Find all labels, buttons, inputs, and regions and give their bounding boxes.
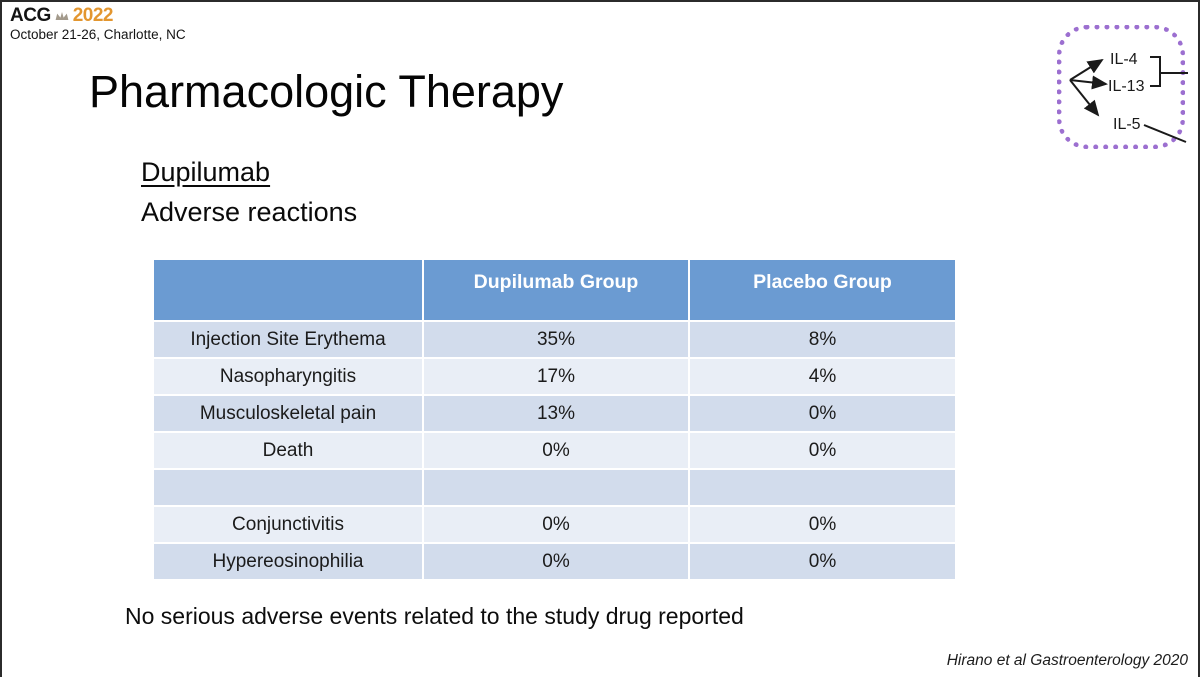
row-label: Injection Site Erythema [190,328,386,350]
table-row-empty [154,470,955,505]
adverse-reactions-table: Dupilumab Group Placebo Group Injection … [154,260,955,579]
row-label: Musculoskeletal pain [199,402,377,424]
placebo-value: 8% [688,322,955,357]
row-label: Death [262,439,314,461]
adverse-reactions-subheading: Adverse reactions [141,197,358,227]
placebo-value: 0% [688,396,955,431]
row-label: Conjunctivitis [232,513,344,535]
table-row: Injection Site Erythema 35% 8% [154,322,955,357]
placebo-value: 0% [688,507,955,542]
page-title: Pharmacologic Therapy [89,66,564,117]
placebo-value: 4% [688,359,955,394]
acg-logo: ACG 2022 October 21-26, Charlotte, NC [10,5,186,43]
column-header-placebo: Placebo Group [688,260,955,320]
table-row: Nasopharyngitis 17% 4% [154,359,955,394]
pathway-arrows [1069,56,1188,143]
row-label [154,470,422,505]
acg-logo-subtitle: October 21-26, Charlotte, NC [10,26,186,42]
placebo-value: 0% [688,544,955,579]
acg-logo-year: 2022 [72,5,114,26]
dupilumab-value: 0% [422,544,688,579]
citation: Hirano et al Gastroenterology 2020 [946,652,1188,669]
column-header-blank [154,260,422,320]
placebo-value [688,470,955,505]
il5-label: IL-5 [1113,116,1141,133]
drug-heading: Dupilumab [141,157,271,187]
il4-label: IL-4 [1110,51,1138,68]
column-header-dupilumab: Dupilumab Group [422,260,688,320]
table-row: Hypereosinophilia 0% 0% [154,544,955,579]
row-label: Nasopharyngitis [219,365,357,387]
dupilumab-value: 0% [422,507,688,542]
dupilumab-value: 13% [422,396,688,431]
placebo-value: 0% [688,433,955,468]
interleukin-pathway-diagram: IL-4 IL-13 IL-5 [1052,22,1198,157]
acg-logo-text: ACG [10,5,51,26]
dupilumab-value [422,470,688,505]
row-label: Hypereosinophilia [212,550,364,572]
dupilumab-value: 0% [422,433,688,468]
crown-icon [55,12,69,21]
dotted-border-box [1057,25,1185,149]
table-row: Conjunctivitis 0% 0% [154,507,955,542]
table-header-row: Dupilumab Group Placebo Group [154,260,955,320]
footnote: No serious adverse events related to the… [125,603,744,629]
dupilumab-value: 17% [422,359,688,394]
table-row: Musculoskeletal pain 13% 0% [154,396,955,431]
dupilumab-value: 35% [422,322,688,357]
table-row: Death 0% 0% [154,433,955,468]
il13-label: IL-13 [1108,78,1145,95]
